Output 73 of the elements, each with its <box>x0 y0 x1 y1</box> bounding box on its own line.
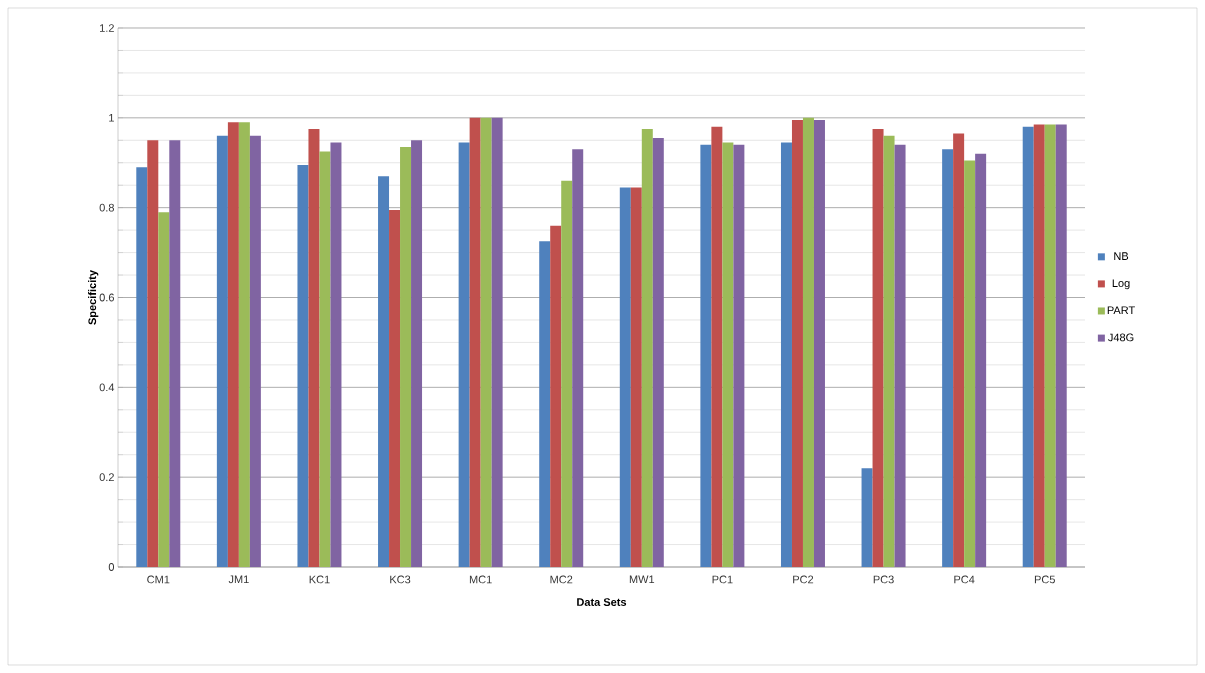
y-tick-label: 0 <box>108 563 115 571</box>
bar <box>1033 124 1045 567</box>
bar <box>550 225 562 567</box>
bar <box>480 117 492 567</box>
bar <box>883 135 895 567</box>
x-tick-label: MC2 <box>550 575 573 584</box>
bar <box>802 117 814 567</box>
x-tick-label: KC3 <box>390 575 411 584</box>
y-tick-label: 0.8 <box>99 203 114 212</box>
bar <box>308 129 320 567</box>
legend-label: NB <box>1114 252 1129 260</box>
bar <box>711 126 723 567</box>
bar <box>630 187 642 567</box>
bar <box>975 153 987 567</box>
x-tick-label: PC3 <box>873 575 894 584</box>
bar <box>861 468 873 567</box>
bar <box>733 144 745 567</box>
bar <box>147 140 159 567</box>
x-tick-label: JM1 <box>228 575 249 584</box>
bar <box>319 151 331 567</box>
bar <box>700 144 712 567</box>
x-tick-label: PC5 <box>1034 575 1055 584</box>
x-tick-label: PC1 <box>712 575 733 584</box>
bar <box>641 129 653 567</box>
legend-label: PART <box>1107 306 1135 315</box>
y-tick-label: 0.6 <box>99 293 114 302</box>
bar <box>297 164 309 567</box>
bar <box>458 142 470 567</box>
bar <box>942 149 954 567</box>
bar <box>169 140 181 567</box>
bar <box>469 117 481 567</box>
legend-label: J48G <box>1108 333 1134 342</box>
bar <box>539 241 551 567</box>
bar <box>561 180 573 567</box>
bar <box>722 142 734 567</box>
bar <box>330 142 342 567</box>
bar <box>378 176 390 567</box>
bar <box>158 212 170 567</box>
bar <box>1055 124 1067 567</box>
y-tick-label: 1 <box>109 114 114 122</box>
bar <box>652 138 664 567</box>
bar <box>813 120 825 567</box>
x-tick-label: KC1 <box>309 575 330 584</box>
bar <box>791 120 803 567</box>
x-tick-label: PC4 <box>954 575 975 584</box>
bar <box>389 209 401 567</box>
bar <box>872 129 884 567</box>
y-axis-title: Specificity <box>88 270 99 325</box>
y-tick-label: 1.2 <box>100 24 114 32</box>
x-tick-label: CM1 <box>147 575 170 584</box>
y-tick-label: 0.2 <box>99 473 114 482</box>
bar <box>136 167 148 567</box>
bar <box>964 160 976 567</box>
bar <box>1022 126 1034 567</box>
bar <box>491 117 503 567</box>
x-axis-title: Data Sets <box>577 598 627 606</box>
legend-label: Log <box>1112 279 1130 290</box>
bar <box>894 144 906 567</box>
bar <box>953 133 965 567</box>
bar <box>227 122 239 567</box>
y-tick-label: 0.4 <box>99 383 115 392</box>
bar <box>780 142 792 567</box>
x-tick-label: PC2 <box>793 575 814 584</box>
bar <box>411 140 423 567</box>
x-tick-label: MC1 <box>469 575 492 584</box>
bar <box>400 147 412 567</box>
x-tick-label: MW1 <box>629 575 655 584</box>
bar <box>249 135 261 567</box>
bar <box>1044 124 1056 567</box>
bar <box>238 122 250 567</box>
bar <box>216 135 228 567</box>
bar <box>619 187 631 567</box>
bar <box>572 149 584 567</box>
